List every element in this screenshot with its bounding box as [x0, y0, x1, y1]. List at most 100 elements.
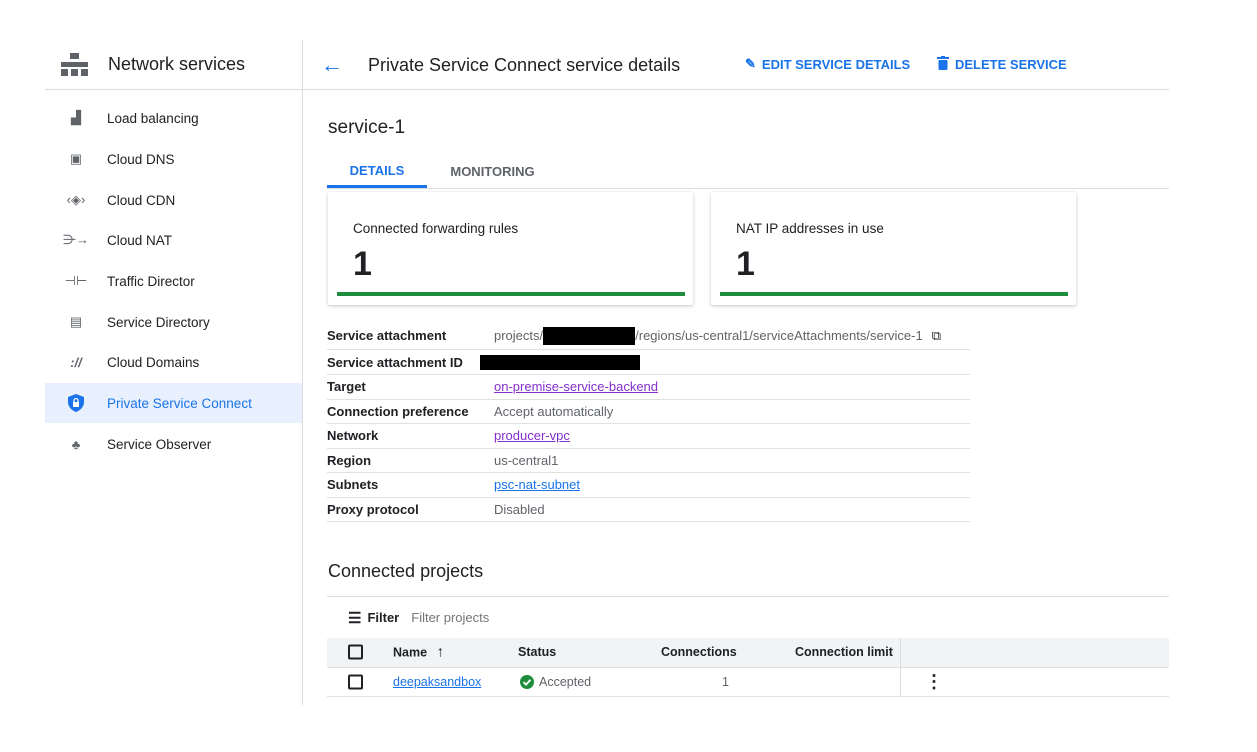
filter-input[interactable]: [411, 610, 712, 625]
sidebar-item-service-observer[interactable]: ♣ Service Observer: [45, 424, 302, 464]
sidebar-item-cloud-cdn[interactable]: ‹◈› Cloud CDN: [45, 180, 302, 220]
redacted-block: [480, 354, 640, 370]
detail-label: Connection preference: [327, 403, 469, 419]
detail-row-subnets: Subnets psc-nat-subnet: [327, 473, 970, 498]
sidebar-item-label: Cloud DNS: [107, 151, 175, 167]
detail-row-connection-preference: Connection preference Accept automaticall…: [327, 400, 970, 424]
redacted-block: [543, 326, 636, 345]
service-directory-icon: ▤: [69, 314, 83, 329]
sidebar-header: Network services: [45, 40, 302, 90]
details-table: Service attachment projects/ /regions/us-…: [327, 322, 970, 522]
detail-label: Service attachment ID: [327, 354, 463, 370]
page-header: ← Private Service Connect service detail…: [303, 40, 1169, 90]
copy-icon[interactable]: ⧉: [931, 327, 941, 343]
cloud-domains-icon: ://: [70, 354, 82, 370]
sort-ascending-icon: ↑: [436, 643, 445, 661]
connections-value: 1: [722, 674, 729, 689]
connected-projects-table: Name ↑ Status Connections Connection lim…: [327, 638, 1169, 697]
traffic-director-icon: ⊣⊢: [64, 273, 88, 288]
sidebar-item-label: Service Observer: [107, 436, 212, 452]
detail-label: Proxy protocol: [327, 501, 419, 517]
sidebar-item-label: Service Directory: [107, 314, 210, 330]
card-label: NAT IP addresses in use: [736, 221, 884, 236]
tab-monitoring[interactable]: MONITORING: [450, 164, 535, 179]
sidebar-item-label: Private Service Connect: [107, 395, 252, 411]
cloud-nat-icon: ⋺→: [63, 232, 89, 247]
column-label: Name: [393, 645, 428, 660]
detail-value: projects/ /regions/us-central1/serviceAtt…: [494, 326, 941, 345]
sidebar-item-label: Cloud Domains: [107, 354, 200, 370]
detail-label: Network: [327, 428, 379, 444]
column-limit-header[interactable]: Connection limit: [795, 645, 893, 660]
delete-service-button[interactable]: DELETE SERVICE: [937, 56, 1067, 73]
detail-row-service-attachment: Service attachment projects/ /regions/us-…: [327, 322, 970, 350]
column-connections-header[interactable]: Connections: [661, 645, 737, 660]
status-text: Accepted: [539, 674, 592, 689]
card-value: 1: [736, 245, 755, 283]
row-checkbox[interactable]: [348, 674, 363, 690]
sidebar-item-traffic-director[interactable]: ⊣⊢ Traffic Director: [45, 261, 302, 301]
tab-bar: DETAILS MONITORING: [327, 155, 1169, 189]
column-divider: [900, 638, 901, 667]
sidebar-item-cloud-dns[interactable]: ▣ Cloud DNS: [45, 139, 302, 179]
trash-icon: [937, 56, 949, 73]
detail-value: Disabled: [494, 501, 545, 517]
attachment-prefix: projects/: [494, 328, 544, 343]
back-arrow-icon[interactable]: ←: [321, 52, 343, 77]
project-link[interactable]: deepaksandbox: [393, 674, 482, 689]
column-divider: [900, 667, 901, 696]
network-services-icon: [61, 53, 88, 76]
connected-projects-heading: Connected projects: [328, 561, 484, 581]
card-value: 1: [353, 245, 372, 283]
load-balancing-icon: ▟: [71, 110, 81, 125]
page-title: Private Service Connect service details: [368, 55, 681, 75]
detail-label: Region: [327, 452, 372, 468]
sidebar-item-service-directory[interactable]: ▤ Service Directory: [45, 302, 302, 342]
sidebar-item-cloud-domains[interactable]: :// Cloud Domains: [45, 342, 302, 382]
edit-label: EDIT SERVICE DETAILS: [761, 56, 911, 72]
filter-icon: ☰: [348, 609, 362, 627]
nat-ip-card: NAT IP addresses in use 1: [711, 192, 1076, 305]
target-link[interactable]: on-premise-service-backend: [494, 379, 659, 395]
detail-value: Accept automatically: [494, 403, 614, 419]
detail-row-network: Network producer-vpc: [327, 424, 970, 449]
subnet-link[interactable]: psc-nat-subnet: [494, 477, 580, 493]
detail-row-region: Region us-central1: [327, 449, 970, 473]
service-name: service-1: [328, 117, 406, 138]
cloud-dns-icon: ▣: [69, 151, 83, 166]
detail-row-proxy-protocol: Proxy protocol Disabled: [327, 498, 970, 522]
pencil-icon: ✎: [745, 56, 756, 71]
status-badge: Accepted: [520, 674, 592, 689]
table-header-row: Name ↑ Status Connections Connection lim…: [327, 638, 1169, 668]
card-label: Connected forwarding rules: [353, 221, 519, 236]
detail-row-target: Target on-premise-service-backend: [327, 375, 970, 400]
table-row: deepaksandbox Accepted 1 ⋮: [327, 667, 1169, 697]
network-link[interactable]: producer-vpc: [494, 428, 570, 444]
sidebar-item-label: Cloud NAT: [107, 232, 173, 248]
detail-label: Service attachment: [327, 328, 447, 343]
detail-label: Subnets: [327, 477, 379, 493]
column-status-header[interactable]: Status: [518, 645, 557, 660]
filter-bar[interactable]: ☰ Filter: [327, 596, 1169, 638]
select-all-checkbox[interactable]: [348, 644, 363, 660]
service-observer-icon: ♣: [71, 436, 81, 452]
filter-label: Filter: [367, 610, 400, 625]
sidebar-item-cloud-nat[interactable]: ⋺→ Cloud NAT: [45, 220, 302, 260]
sidebar: Network services ▟ Load balancing ▣ Cloud …: [45, 40, 303, 705]
sidebar-item-private-service-connect[interactable]: Private Service Connect: [45, 383, 302, 423]
sidebar-item-load-balancing[interactable]: ▟ Load balancing: [45, 98, 302, 138]
shield-lock-icon: [45, 394, 107, 412]
delete-label: DELETE SERVICE: [955, 57, 1067, 72]
more-vert-icon[interactable]: ⋮: [925, 671, 943, 692]
detail-row-service-attachment-id: Service attachment ID: [327, 350, 970, 375]
tab-details[interactable]: DETAILS: [327, 155, 427, 188]
column-name-header[interactable]: Name ↑: [393, 644, 444, 661]
attachment-suffix: /regions/us-central1/serviceAttachments/…: [635, 328, 923, 343]
cloud-cdn-icon: ‹◈›: [66, 192, 86, 207]
detail-label: Target: [327, 379, 366, 395]
edit-service-button[interactable]: ✎ EDIT SERVICE DETAILS: [745, 56, 910, 72]
forwarding-rules-card: Connected forwarding rules 1: [328, 192, 693, 305]
card-status-bar: [720, 292, 1068, 296]
card-status-bar: [337, 292, 685, 296]
sidebar-item-label: Traffic Director: [107, 273, 195, 289]
